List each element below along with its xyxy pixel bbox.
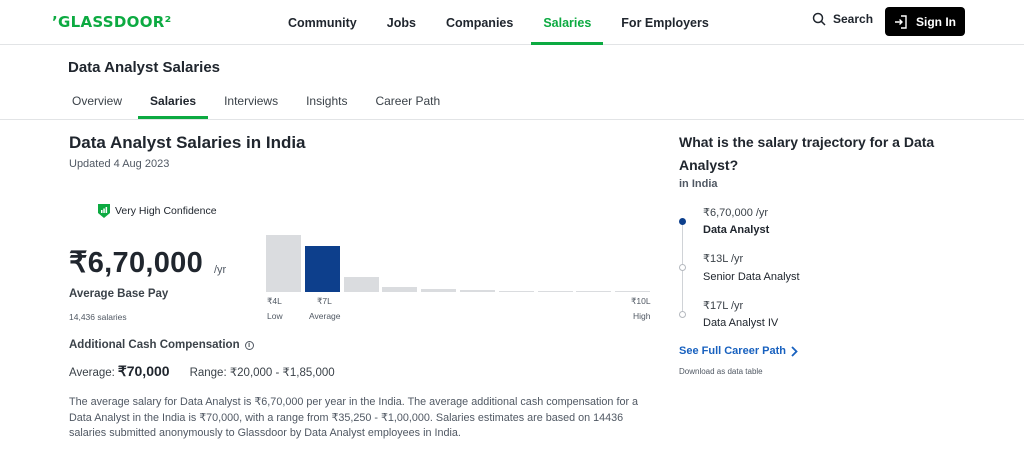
tick-high-label: High [633,311,651,321]
salary-heading: Data Analyst Salaries in India [69,133,306,152]
tab-insights[interactable]: Insights [306,94,348,108]
search-icon [812,12,826,26]
additional-cash-title: Additional Cash Compensation i [69,339,254,351]
distribution-bar [576,290,612,292]
step-role[interactable]: Data Analyst [703,224,770,236]
chevron-right-icon [791,345,798,357]
sign-in-icon [895,14,907,29]
distribution-bar [537,290,573,292]
average-base-pay-value: ₹6,70,000 [69,247,204,279]
tick-high-value: ₹10L [631,296,651,306]
tab-interviews[interactable]: Interviews [224,94,279,108]
distribution-bar [304,245,340,292]
tick-low-value: ₹4L [267,296,282,306]
tab-career-path[interactable]: Career Path [375,94,441,108]
search-label: Search [833,12,874,26]
tab-overview[interactable]: Overview [72,94,123,108]
distribution-bar [498,290,534,292]
trajectory-subtitle: in India [679,178,718,190]
additional-cash-row: Average: ₹70,000 Range: ₹20,000 - ₹1,85,… [69,363,335,380]
page-tabs: Overview Salaries Interviews Insights Ca… [60,83,456,119]
distribution-bar [460,290,495,292]
step-role[interactable]: Senior Data Analyst [703,271,800,283]
distribution-bar [382,286,418,292]
info-icon[interactable]: i [244,340,254,350]
distribution-bar [266,235,301,292]
tick-average-label: Average [309,311,341,321]
page-title: Data Analyst Salaries [68,59,221,76]
additional-cash-label: Additional Cash Compensation [69,339,240,351]
timeline-dot [679,311,686,318]
additional-avg-value: ₹70,000 [117,363,170,379]
search-button[interactable]: Search [812,12,873,26]
confidence-badge: Very High Confidence [97,203,217,219]
glassdoor-logo[interactable]: ’GLASSDOOR² [52,13,172,31]
nav-link-jobs[interactable]: Jobs [386,15,416,30]
step-salary: ₹13L /yr [703,253,744,265]
top-navigation: ’GLASSDOOR² Community Jobs Companies Sal… [0,0,1024,45]
pay-unit: /yr [214,264,227,276]
distribution-bar [421,289,457,292]
step-salary: ₹17L /yr [703,300,744,312]
nav-link-salaries[interactable]: Salaries [531,0,604,45]
trajectory-title: What is the salary trajectory for a Data… [679,134,935,173]
step-role[interactable]: Data Analyst IV [703,317,779,329]
confidence-label: Very High Confidence [115,205,217,217]
download-data-table-link[interactable]: Download as data table [679,367,763,376]
nav-link-for-employers[interactable]: For Employers [621,15,709,30]
tab-salaries[interactable]: Salaries [138,83,209,119]
additional-avg-prefix: Average: [69,367,115,379]
updated-date: Updated 4 Aug 2023 [69,158,170,170]
tick-average-value: ₹7L [317,296,332,306]
salary-count: 14,436 salaries [69,312,127,322]
nav-link-companies[interactable]: Companies [445,15,514,30]
salary-distribution-chart [266,226,652,292]
sign-in-button[interactable]: Sign In [885,7,965,36]
tick-low-label: Low [267,311,283,321]
nav-link-community[interactable]: Community [288,15,357,30]
nav-links: Community Jobs Companies Salaries For Em… [276,0,727,45]
timeline-dot [679,218,686,225]
page-subheader: Data Analyst Salaries Overview Salaries … [0,45,1024,120]
additional-range: Range: ₹20,000 - ₹1,85,000 [189,367,335,379]
distribution-bar [343,276,379,292]
career-link-label: See Full Career Path [679,345,786,357]
timeline-dot [679,264,686,271]
salary-description: The average salary for Data Analyst is ₹… [69,396,639,440]
sign-in-label: Sign In [916,14,956,29]
distribution-bar [615,290,651,292]
see-full-career-path-link[interactable]: See Full Career Path [679,345,798,357]
average-base-pay-label: Average Base Pay [69,288,169,300]
step-salary: ₹6,70,000 /yr [703,207,769,219]
confidence-shield-icon [98,204,110,218]
